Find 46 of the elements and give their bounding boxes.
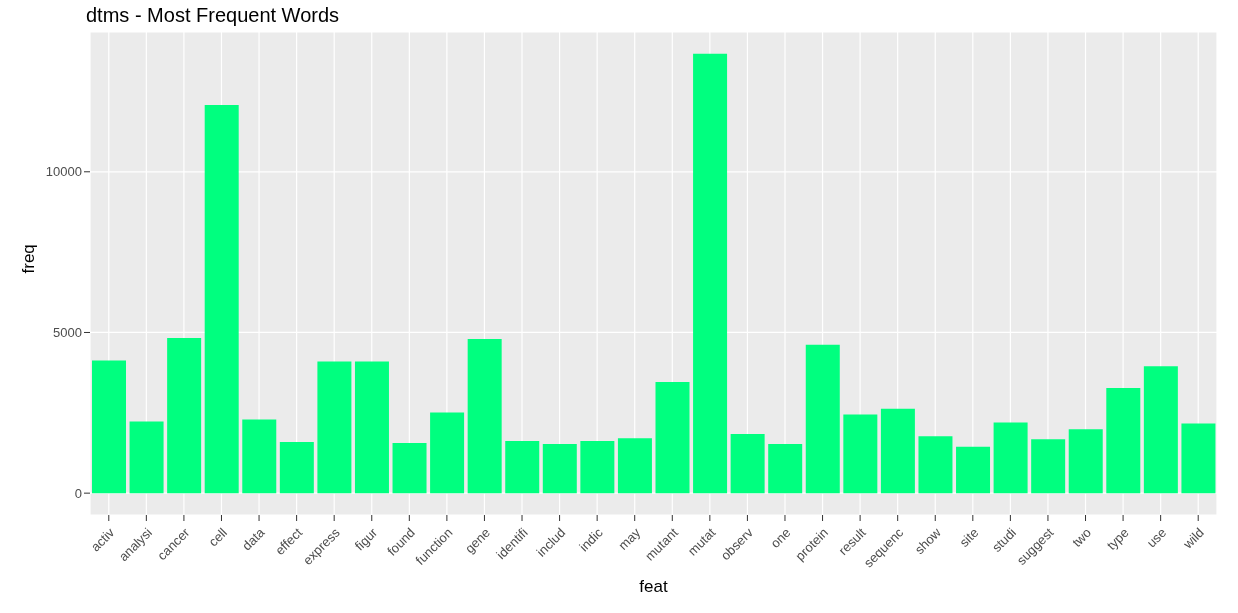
bar bbox=[768, 443, 803, 494]
x-tick-label: two bbox=[1069, 524, 1095, 550]
bar bbox=[617, 438, 652, 494]
bar bbox=[317, 361, 352, 494]
bar bbox=[354, 361, 389, 494]
bar bbox=[956, 446, 991, 494]
bar bbox=[655, 381, 690, 494]
x-tick-label: cell bbox=[205, 524, 231, 550]
bar bbox=[242, 419, 277, 494]
x-tick-label: one bbox=[767, 524, 794, 551]
y-tick-label: 0 bbox=[74, 485, 82, 501]
bar bbox=[805, 344, 840, 494]
bar bbox=[430, 412, 465, 494]
x-tick-label: type bbox=[1103, 524, 1132, 553]
bar bbox=[542, 443, 577, 494]
bar bbox=[1106, 388, 1141, 494]
bar bbox=[693, 53, 728, 494]
bar bbox=[167, 337, 202, 494]
x-tick-label: wild bbox=[1179, 524, 1207, 553]
bar bbox=[505, 441, 540, 494]
x-tick-label: site bbox=[956, 524, 982, 550]
bar bbox=[392, 443, 427, 494]
bar bbox=[993, 422, 1028, 494]
bar bbox=[1181, 423, 1216, 494]
bar bbox=[1068, 429, 1103, 494]
chart-title: dtms - Most Frequent Words bbox=[86, 4, 341, 28]
bar bbox=[467, 338, 502, 494]
bar bbox=[204, 104, 239, 494]
bar bbox=[129, 421, 164, 494]
bar bbox=[1143, 366, 1178, 494]
y-tick-label: 10000 bbox=[45, 164, 82, 180]
y-axis-title: freq bbox=[19, 244, 39, 274]
x-tick-label: data bbox=[239, 524, 269, 554]
bar bbox=[730, 434, 765, 494]
bar bbox=[1031, 439, 1066, 494]
x-tick-label: may bbox=[615, 524, 644, 553]
bar bbox=[918, 436, 953, 494]
x-tick-label: figur bbox=[351, 524, 381, 554]
bar bbox=[279, 442, 314, 494]
bar bbox=[580, 441, 615, 494]
x-axis-title: feat bbox=[639, 577, 668, 596]
bar bbox=[843, 414, 878, 494]
bar bbox=[92, 360, 126, 494]
x-tick-label: use bbox=[1143, 524, 1170, 551]
y-tick-label: 5000 bbox=[53, 325, 82, 341]
bar bbox=[880, 408, 915, 494]
